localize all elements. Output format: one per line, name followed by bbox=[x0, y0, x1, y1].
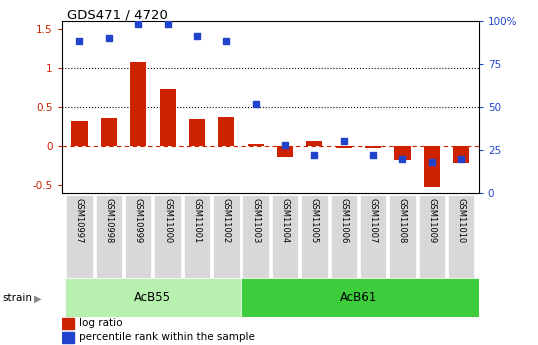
Point bbox=[75, 39, 84, 44]
Bar bbox=[336, 146, 352, 148]
Text: GSM11005: GSM11005 bbox=[310, 197, 319, 243]
Bar bbox=[218, 117, 235, 146]
Text: log ratio: log ratio bbox=[79, 318, 122, 328]
FancyBboxPatch shape bbox=[183, 195, 210, 278]
Bar bbox=[365, 146, 381, 148]
Bar bbox=[306, 141, 322, 146]
Text: GSM11010: GSM11010 bbox=[457, 197, 466, 243]
Bar bbox=[62, 332, 74, 343]
Text: AcB61: AcB61 bbox=[340, 291, 377, 304]
FancyBboxPatch shape bbox=[448, 195, 475, 278]
Text: GDS471 / 4720: GDS471 / 4720 bbox=[67, 9, 168, 22]
Bar bbox=[247, 144, 264, 146]
Bar bbox=[62, 318, 74, 329]
Text: GSM11001: GSM11001 bbox=[193, 197, 201, 243]
Text: percentile rank within the sample: percentile rank within the sample bbox=[79, 332, 254, 342]
FancyBboxPatch shape bbox=[390, 195, 416, 278]
Bar bbox=[101, 118, 117, 146]
FancyBboxPatch shape bbox=[241, 278, 479, 317]
Text: ▶: ▶ bbox=[34, 294, 41, 303]
FancyBboxPatch shape bbox=[330, 195, 357, 278]
Point bbox=[369, 152, 378, 158]
Text: GSM11007: GSM11007 bbox=[369, 197, 378, 243]
FancyBboxPatch shape bbox=[213, 195, 239, 278]
Text: GSM10997: GSM10997 bbox=[75, 197, 84, 243]
Bar bbox=[159, 89, 175, 146]
Point bbox=[193, 33, 201, 39]
Bar bbox=[277, 146, 293, 157]
Text: GSM11008: GSM11008 bbox=[398, 197, 407, 243]
Point bbox=[310, 152, 318, 158]
Point bbox=[281, 142, 289, 148]
Text: GSM11004: GSM11004 bbox=[280, 197, 289, 243]
Text: GSM11009: GSM11009 bbox=[427, 197, 436, 243]
Point bbox=[428, 159, 436, 165]
Text: GSM11000: GSM11000 bbox=[163, 197, 172, 243]
Point bbox=[339, 139, 348, 144]
FancyBboxPatch shape bbox=[65, 278, 241, 317]
Bar bbox=[424, 146, 440, 187]
Text: strain: strain bbox=[3, 294, 33, 303]
FancyBboxPatch shape bbox=[360, 195, 386, 278]
FancyBboxPatch shape bbox=[243, 195, 269, 278]
Text: GSM11006: GSM11006 bbox=[339, 197, 348, 243]
Point bbox=[222, 39, 231, 44]
Text: GSM11002: GSM11002 bbox=[222, 197, 231, 243]
Point bbox=[134, 21, 143, 27]
Point bbox=[163, 21, 172, 27]
Bar bbox=[72, 121, 88, 146]
Text: GSM10999: GSM10999 bbox=[134, 197, 143, 243]
FancyBboxPatch shape bbox=[272, 195, 298, 278]
FancyBboxPatch shape bbox=[125, 195, 151, 278]
Text: GSM10998: GSM10998 bbox=[104, 197, 114, 243]
FancyBboxPatch shape bbox=[66, 195, 93, 278]
Bar bbox=[189, 119, 205, 146]
FancyBboxPatch shape bbox=[419, 195, 445, 278]
FancyBboxPatch shape bbox=[301, 195, 328, 278]
Bar bbox=[453, 146, 469, 164]
Point bbox=[398, 156, 407, 161]
Bar bbox=[394, 146, 410, 160]
Point bbox=[104, 35, 113, 41]
Point bbox=[251, 101, 260, 106]
FancyBboxPatch shape bbox=[96, 195, 122, 278]
Text: AcB55: AcB55 bbox=[134, 291, 172, 304]
Bar bbox=[130, 62, 146, 146]
Point bbox=[457, 156, 465, 161]
Text: GSM11003: GSM11003 bbox=[251, 197, 260, 243]
FancyBboxPatch shape bbox=[154, 195, 181, 278]
